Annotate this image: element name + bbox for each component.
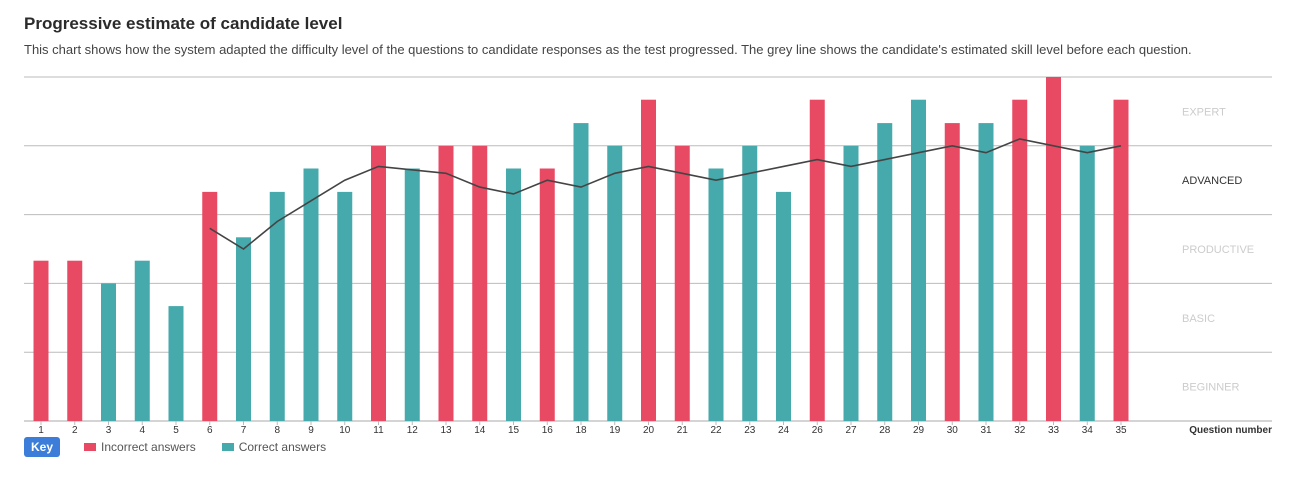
x-tick-label: 7 xyxy=(241,425,247,436)
x-tick-label: 2 xyxy=(72,425,78,436)
x-tick-label: 21 xyxy=(677,425,689,436)
x-tick-label: 4 xyxy=(139,425,145,436)
bar-incorrect xyxy=(539,168,555,421)
key-badge: Key xyxy=(24,437,61,457)
x-tick-label: 34 xyxy=(1082,425,1094,436)
bar-correct xyxy=(404,168,420,421)
bar-correct xyxy=(1079,145,1095,422)
bar-incorrect xyxy=(472,145,488,422)
x-tick-label: 32 xyxy=(1014,425,1026,436)
bar-correct xyxy=(236,237,251,421)
bar-incorrect xyxy=(641,99,656,421)
x-tick-label: 20 xyxy=(643,425,655,436)
x-tick-label: 31 xyxy=(980,425,992,436)
bar-correct xyxy=(708,168,724,421)
bar-correct xyxy=(978,123,994,421)
x-tick-label: 3 xyxy=(106,425,112,436)
bar-incorrect xyxy=(33,260,49,421)
bar-correct xyxy=(843,145,859,422)
legend-item-correct: Correct answers xyxy=(221,440,327,454)
x-tick-label: 10 xyxy=(339,425,351,436)
x-tick-label: 8 xyxy=(274,425,280,436)
bar-incorrect xyxy=(202,191,218,421)
x-tick-label: 27 xyxy=(845,425,857,436)
level-label: ADVANCED xyxy=(1182,175,1242,187)
x-tick-label: 13 xyxy=(440,425,452,436)
x-tick-label: 14 xyxy=(474,425,486,436)
bar-correct xyxy=(506,168,521,421)
x-tick-label: 19 xyxy=(609,425,621,436)
bar-correct xyxy=(877,123,893,421)
x-tick-label: 1 xyxy=(38,425,44,436)
level-label: BEGINNER xyxy=(1182,382,1240,394)
bar-correct xyxy=(607,145,623,422)
bar-incorrect xyxy=(1012,99,1028,421)
bar-correct xyxy=(337,191,353,421)
x-tick-label: 23 xyxy=(744,425,756,436)
legend-label-incorrect: Incorrect answers xyxy=(101,440,196,454)
x-tick-label: 5 xyxy=(173,425,179,436)
chart-title: Progressive estimate of candidate level xyxy=(24,14,343,33)
x-tick-label: 12 xyxy=(407,425,419,436)
x-tick-label: 22 xyxy=(710,425,722,436)
x-tick-label: 29 xyxy=(913,425,925,436)
chart-description: This chart shows how the system adapted … xyxy=(24,42,1192,57)
level-label: PRODUCTIVE xyxy=(1182,244,1254,256)
bar-incorrect xyxy=(438,145,454,422)
x-tick-label: 9 xyxy=(308,425,314,436)
bar-incorrect xyxy=(67,260,83,421)
x-tick-label: 35 xyxy=(1115,425,1127,436)
x-tick-label: 16 xyxy=(542,425,554,436)
x-tick-label: 33 xyxy=(1048,425,1060,436)
bar-correct xyxy=(911,99,926,421)
legend-item-incorrect: Incorrect answers xyxy=(84,440,196,454)
x-axis-label: Question number xyxy=(1189,425,1272,436)
incorrect-swatch xyxy=(84,443,97,451)
level-label: EXPERT xyxy=(1182,106,1226,118)
x-tick-label: 11 xyxy=(373,425,384,436)
bar-incorrect xyxy=(1046,77,1061,421)
x-tick-label: 18 xyxy=(575,425,587,436)
x-tick-label: 15 xyxy=(508,425,520,436)
chart-legend: Key Incorrect answers Correct answers xyxy=(24,437,352,457)
bar-correct xyxy=(776,191,791,421)
x-tick-label: 26 xyxy=(812,425,824,436)
bar-incorrect xyxy=(944,123,960,421)
bar-correct xyxy=(269,191,285,421)
x-tick-label: 28 xyxy=(879,425,891,436)
legend-label-correct: Correct answers xyxy=(238,440,327,454)
bar-correct xyxy=(168,306,184,421)
x-tick-label: 24 xyxy=(778,425,790,436)
bar-correct xyxy=(573,123,589,421)
bar-correct xyxy=(101,283,116,421)
level-label: BASIC xyxy=(1182,313,1215,325)
estimate-line xyxy=(209,138,1122,250)
bar-correct xyxy=(134,260,150,421)
bar-incorrect xyxy=(809,99,825,421)
x-tick-label: 6 xyxy=(207,425,213,436)
bar-correct xyxy=(303,168,319,421)
correct-swatch xyxy=(221,443,234,451)
x-tick-label: 30 xyxy=(947,425,959,436)
bar-correct xyxy=(742,145,758,422)
bar-incorrect xyxy=(674,145,690,422)
bar-incorrect xyxy=(371,145,386,422)
bar-incorrect xyxy=(1113,99,1129,421)
